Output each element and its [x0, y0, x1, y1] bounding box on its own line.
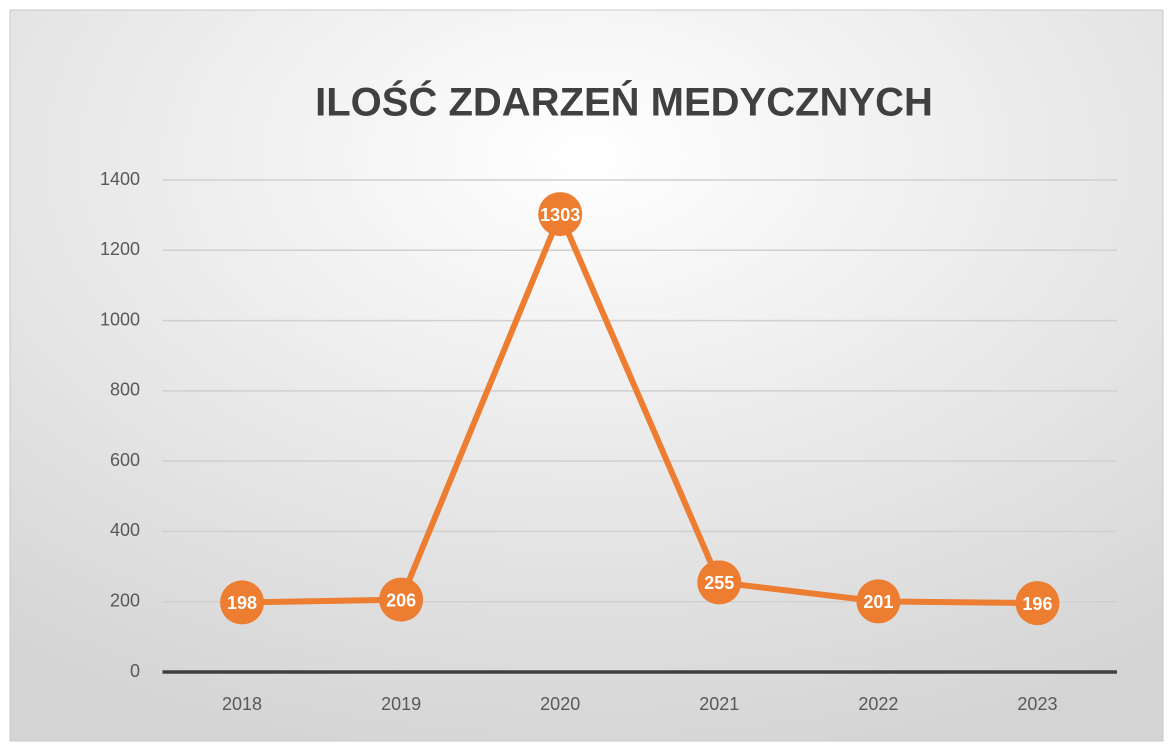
x-tick-label: 2023 — [1017, 694, 1057, 714]
chart-title: ILOŚĆ ZDARZEŃ MEDYCZNYCH — [315, 79, 933, 125]
marker — [220, 580, 265, 625]
data-label: 255 — [704, 573, 734, 593]
data-label: 201 — [863, 592, 893, 612]
y-tick-label: 800 — [110, 380, 140, 400]
data-label: 198 — [227, 593, 257, 613]
y-tick-label: 1200 — [100, 239, 140, 259]
y-tick-label: 400 — [110, 520, 140, 540]
marker — [697, 560, 742, 605]
y-tick-label: 1000 — [100, 309, 140, 329]
x-tick-label: 2020 — [540, 694, 580, 714]
marker — [1015, 581, 1060, 626]
x-tick-label: 2021 — [699, 694, 739, 714]
x-tick-label: 2018 — [222, 694, 262, 714]
y-tick-label: 1400 — [100, 169, 140, 189]
marker — [379, 577, 424, 622]
chart-background — [9, 9, 1164, 742]
y-tick-label: 600 — [110, 450, 140, 470]
data-label: 206 — [386, 590, 416, 610]
data-label: 1303 — [540, 205, 580, 225]
marker — [856, 579, 901, 624]
x-tick-label: 2019 — [381, 694, 421, 714]
data-label: 196 — [1022, 594, 1052, 614]
marker — [538, 192, 583, 237]
y-tick-label: 0 — [130, 661, 140, 681]
x-tick-label: 2022 — [858, 694, 898, 714]
y-tick-label: 200 — [110, 590, 140, 610]
line — [241, 211, 1038, 607]
